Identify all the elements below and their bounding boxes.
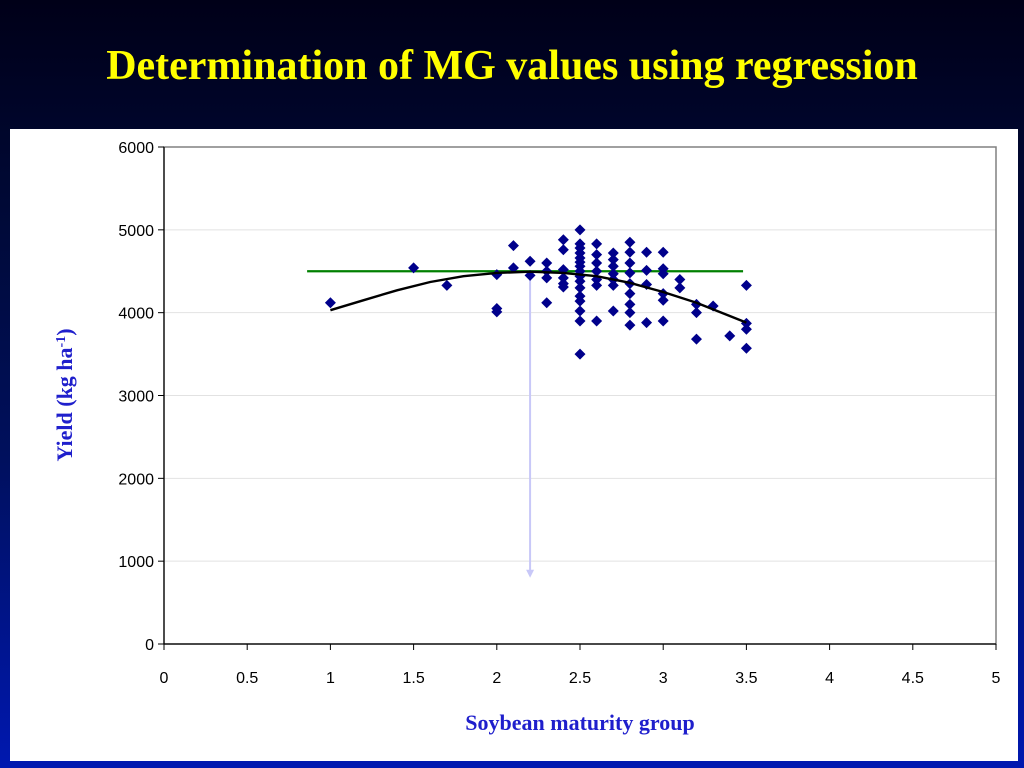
data-series <box>307 224 752 578</box>
data-point <box>557 281 569 293</box>
data-point <box>657 288 669 300</box>
data-point <box>607 268 619 280</box>
y-axis-title-sup: -1 <box>54 336 69 348</box>
data-point <box>657 246 669 258</box>
data-point <box>591 274 603 286</box>
data-point <box>624 246 636 258</box>
data-point <box>574 282 586 294</box>
data-point <box>607 279 619 291</box>
x-tick-label: 0 <box>160 670 169 687</box>
x-tick-label: 5 <box>992 670 1001 687</box>
data-point <box>591 315 603 327</box>
y-tick-label: 3000 <box>118 389 154 406</box>
data-point <box>541 297 553 309</box>
data-point <box>690 333 702 345</box>
data-point <box>574 224 586 236</box>
data-point <box>408 262 420 274</box>
data-point <box>441 279 453 291</box>
data-point <box>524 255 536 267</box>
data-point <box>624 298 636 310</box>
data-point <box>657 294 669 306</box>
data-point <box>591 257 603 269</box>
data-point <box>624 288 636 300</box>
scatter-chart: 0 1000 2000 3000 4000 5000 6000 0 0.5 1 1.5 2 2.5 3 3.… <box>52 140 1001 735</box>
data-point <box>574 275 586 287</box>
data-point <box>607 260 619 272</box>
y-axis-title-close: ) <box>52 328 77 335</box>
x-tick-label: 2 <box>492 670 501 687</box>
data-point <box>557 234 569 246</box>
regression-curve <box>330 270 747 324</box>
data-point <box>607 305 619 317</box>
x-tick-label: 3.5 <box>735 670 757 687</box>
data-point <box>591 238 603 250</box>
x-tick-label: 1.5 <box>402 670 424 687</box>
y-tick-label: 1000 <box>118 554 154 571</box>
y-axis-title-main: Yield (kg ha <box>52 347 77 461</box>
y-tick-label: 6000 <box>118 140 154 157</box>
data-point <box>574 295 586 307</box>
data-point <box>641 317 653 329</box>
down-arrow-head <box>526 569 535 578</box>
data-point <box>541 257 553 269</box>
data-point <box>491 306 503 318</box>
y-tick-label: 5000 <box>118 223 154 240</box>
y-tick-label: 4000 <box>118 306 154 323</box>
data-point <box>624 307 636 319</box>
data-point <box>324 297 336 309</box>
data-point <box>624 319 636 331</box>
data-point <box>591 265 603 277</box>
data-point <box>674 282 686 294</box>
data-point <box>624 236 636 248</box>
data-point <box>574 315 586 327</box>
data-point <box>674 274 686 286</box>
x-axis-title: Soybean maturity group <box>465 710 694 735</box>
slide-title: Determination of MG values using regress… <box>106 43 918 89</box>
data-point <box>641 246 653 258</box>
x-tick-label: 4.5 <box>902 670 924 687</box>
data-point <box>507 262 519 274</box>
y-axis-title: Yield (kg ha-1) <box>52 328 77 461</box>
data-point <box>657 268 669 280</box>
data-point <box>557 272 569 284</box>
data-point <box>740 323 752 335</box>
x-tick-label: 0.5 <box>236 670 258 687</box>
data-point <box>557 244 569 256</box>
data-point <box>607 247 619 259</box>
data-point <box>574 305 586 317</box>
x-tick-label: 4 <box>825 670 834 687</box>
data-point <box>541 272 553 284</box>
data-point <box>624 267 636 279</box>
y-tick-label: 2000 <box>118 471 154 488</box>
data-point <box>641 264 653 276</box>
axis-ticks: 0 1000 2000 3000 4000 5000 6000 0 0.5 1 1.5 2 2.5 3 3.… <box>118 140 1000 687</box>
x-tick-label: 1 <box>326 670 335 687</box>
data-point <box>574 348 586 360</box>
y-tick-label: 0 <box>145 637 154 654</box>
x-tick-label: 3 <box>659 670 668 687</box>
data-point <box>740 342 752 354</box>
chart-panel: 0 1000 2000 3000 4000 5000 6000 0 0.5 1 1.5 2 2.5 3 3.… <box>10 129 1018 761</box>
data-point <box>740 279 752 291</box>
data-point <box>657 315 669 327</box>
data-point <box>507 240 519 252</box>
data-point <box>724 330 736 342</box>
data-point <box>591 249 603 261</box>
data-point <box>690 307 702 319</box>
data-point <box>624 257 636 269</box>
x-tick-label: 2.5 <box>569 670 591 687</box>
data-point <box>591 279 603 291</box>
